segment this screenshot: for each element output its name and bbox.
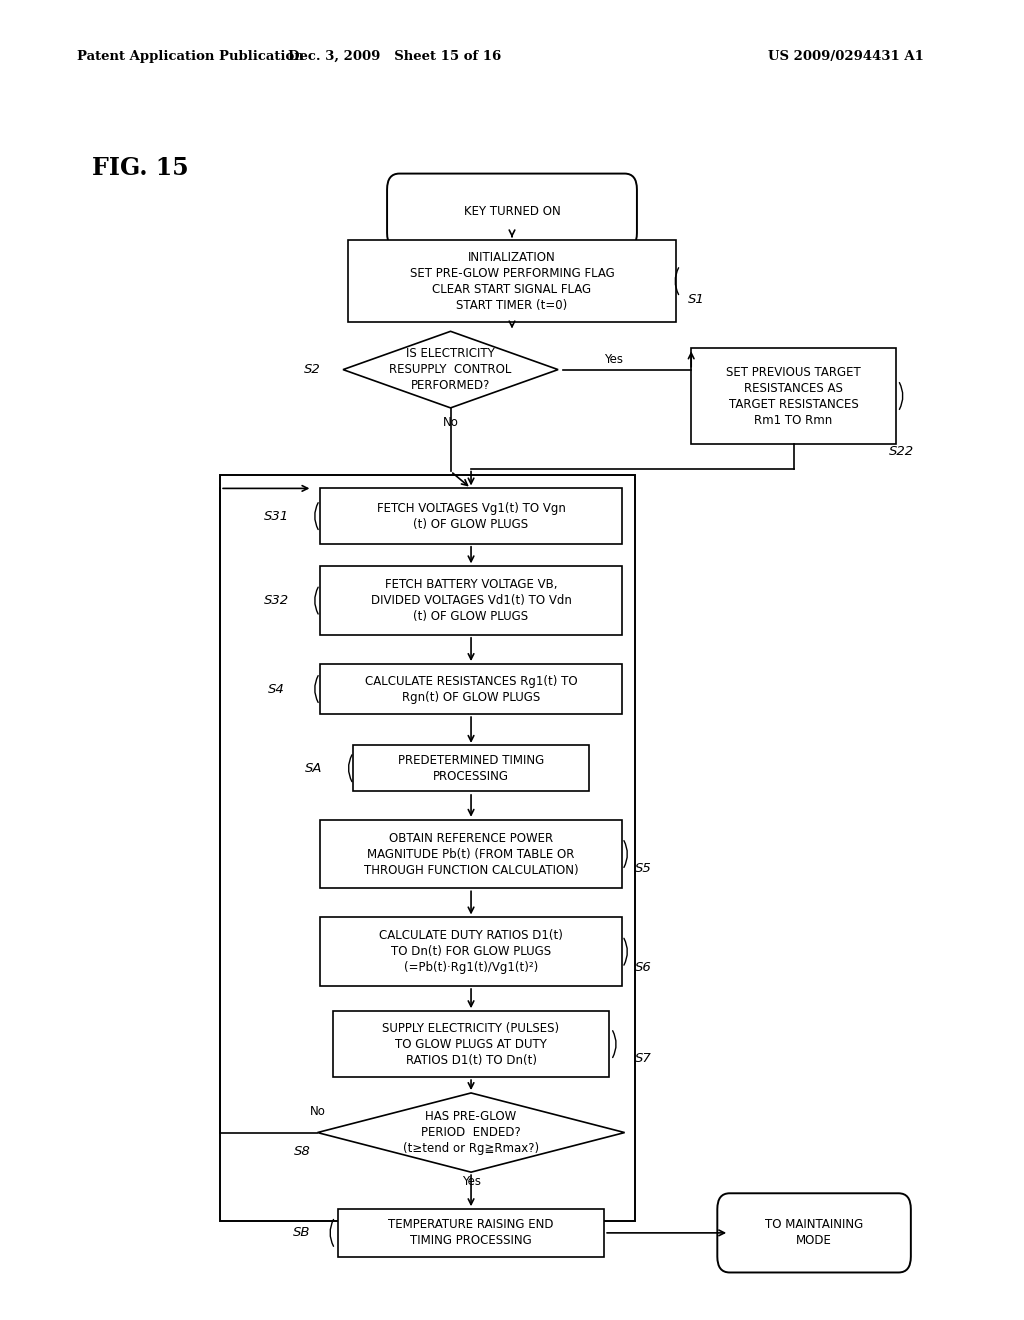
Text: SUPPLY ELECTRICITY (PULSES)
TO GLOW PLUGS AT DUTY
RATIOS D1(t) TO Dn(t): SUPPLY ELECTRICITY (PULSES) TO GLOW PLUG… [383,1022,559,1067]
Bar [348,240,676,322]
Text: S5: S5 [635,862,651,875]
Text: US 2009/0294431 A1: US 2009/0294431 A1 [768,50,924,63]
Bar [691,348,896,444]
FancyBboxPatch shape [387,173,637,248]
Bar [319,488,622,544]
Bar [220,475,635,1221]
Polygon shape [317,1093,625,1172]
Bar [319,917,622,986]
Text: SET PREVIOUS TARGET
RESISTANCES AS
TARGET RESISTANCES
Rm1 TO Rmn: SET PREVIOUS TARGET RESISTANCES AS TARGE… [726,366,861,426]
Polygon shape [343,331,558,408]
Text: No: No [309,1105,326,1118]
Text: KEY TURNED ON: KEY TURNED ON [464,205,560,218]
Text: S7: S7 [635,1052,651,1065]
Text: S8: S8 [294,1144,310,1158]
Text: HAS PRE-GLOW
PERIOD  ENDED?
(t≥tend or Rg≧Rmax?): HAS PRE-GLOW PERIOD ENDED? (t≥tend or Rg… [403,1110,539,1155]
Text: IS ELECTRICITY
RESUPPLY  CONTROL
PERFORMED?: IS ELECTRICITY RESUPPLY CONTROL PERFORME… [389,347,512,392]
Text: OBTAIN REFERENCE POWER
MAGNITUDE Pb(t) (FROM TABLE OR
THROUGH FUNCTION CALCULATI: OBTAIN REFERENCE POWER MAGNITUDE Pb(t) (… [364,832,579,876]
Text: S22: S22 [889,445,913,458]
Bar [338,1209,604,1257]
Text: TEMPERATURE RAISING END
TIMING PROCESSING: TEMPERATURE RAISING END TIMING PROCESSIN… [388,1218,554,1247]
Text: CALCULATE RESISTANCES Rg1(t) TO
Rgn(t) OF GLOW PLUGS: CALCULATE RESISTANCES Rg1(t) TO Rgn(t) O… [365,675,578,704]
Text: No: No [442,416,459,429]
Text: CALCULATE DUTY RATIOS D1(t)
TO Dn(t) FOR GLOW PLUGS
(=Pb(t)·Rg1(t)∕Vg1(t)²): CALCULATE DUTY RATIOS D1(t) TO Dn(t) FOR… [379,929,563,974]
Bar [319,664,622,714]
Bar [319,820,622,888]
Bar [353,744,589,792]
Text: SA: SA [304,762,323,775]
Text: Dec. 3, 2009   Sheet 15 of 16: Dec. 3, 2009 Sheet 15 of 16 [288,50,501,63]
Text: TO MAINTAINING
MODE: TO MAINTAINING MODE [765,1218,863,1247]
Text: Yes: Yes [462,1175,480,1188]
Text: S31: S31 [264,510,289,523]
Text: PREDETERMINED TIMING
PROCESSING: PREDETERMINED TIMING PROCESSING [398,754,544,783]
Text: FETCH BATTERY VOLTAGE VB,
DIVIDED VOLTAGES Vd1(t) TO Vdn
(t) OF GLOW PLUGS: FETCH BATTERY VOLTAGE VB, DIVIDED VOLTAG… [371,578,571,623]
FancyBboxPatch shape [717,1193,911,1272]
Text: SB: SB [293,1226,311,1239]
Text: Patent Application Publication: Patent Application Publication [77,50,303,63]
Text: S2: S2 [304,363,321,376]
Bar [319,566,622,635]
Text: S6: S6 [635,961,651,974]
Text: S32: S32 [264,594,289,607]
Text: FETCH VOLTAGES Vg1(t) TO Vgn
(t) OF GLOW PLUGS: FETCH VOLTAGES Vg1(t) TO Vgn (t) OF GLOW… [377,502,565,531]
Text: Yes: Yes [604,352,624,366]
Text: S4: S4 [268,682,285,696]
Text: INITIALIZATION
SET PRE-GLOW PERFORMING FLAG
CLEAR START SIGNAL FLAG
START TIMER : INITIALIZATION SET PRE-GLOW PERFORMING F… [410,251,614,312]
Text: FIG. 15: FIG. 15 [92,156,188,180]
Text: S1: S1 [688,293,705,306]
Bar [333,1011,609,1077]
